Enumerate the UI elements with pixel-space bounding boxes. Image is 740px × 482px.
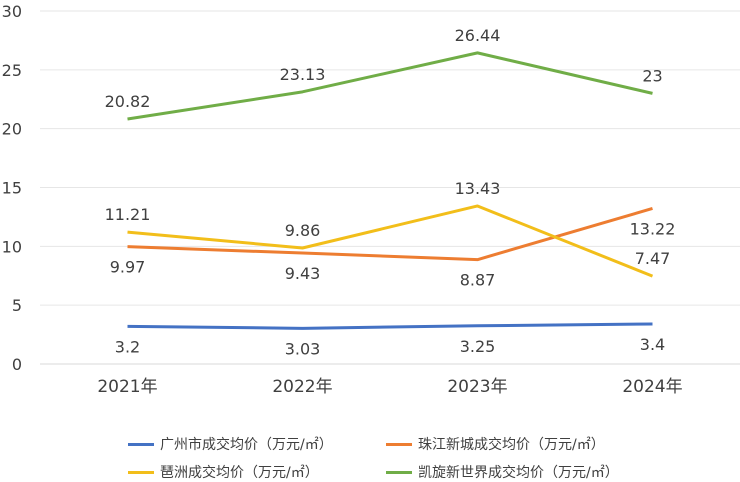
x-tick-label: 2021年	[97, 377, 157, 397]
legend-item: 琶洲成交均价（万元/㎡）	[128, 462, 386, 482]
x-tick-label: 2022年	[272, 377, 332, 397]
data-label: 3.2	[115, 337, 140, 356]
data-label: 11.21	[105, 205, 151, 224]
y-tick-label: 25	[2, 61, 22, 80]
y-tick-label: 0	[12, 355, 22, 374]
legend-item: 珠江新城成交均价（万元/㎡）	[386, 434, 686, 454]
y-tick-label: 10	[2, 237, 22, 256]
data-label: 23	[642, 66, 662, 85]
data-label: 20.82	[105, 92, 151, 111]
data-label: 9.97	[110, 258, 146, 277]
data-label: 13.22	[630, 219, 676, 238]
legend-swatch	[128, 442, 154, 446]
data-label: 9.86	[285, 221, 321, 240]
legend: 广州市成交均价（万元/㎡） 珠江新城成交均价（万元/㎡） 琶洲成交均价（万元/㎡） 凯…	[128, 434, 688, 482]
legend-swatch	[128, 470, 154, 474]
legend-swatch	[386, 470, 412, 474]
legend-label: 凯旋新世界成交均价（万元/㎡）	[418, 465, 619, 481]
data-label: 3.03	[285, 339, 321, 358]
data-label: 23.13	[280, 65, 326, 84]
line-chart: 0 5 10 15 20 25 30 2021年 2022年 2023年 2024年 3.2 3.03 3…	[2, 2, 740, 397]
data-label: 3.25	[460, 337, 496, 356]
data-label: 8.87	[460, 271, 496, 290]
y-tick-label: 5	[12, 296, 22, 315]
x-tick-label: 2024年	[622, 377, 682, 397]
series-line	[127, 322, 653, 330]
legend-item: 凯旋新世界成交均价（万元/㎡）	[386, 462, 686, 482]
data-label: 13.43	[455, 179, 501, 198]
data-label: 9.43	[285, 264, 321, 283]
series-line	[127, 204, 654, 278]
y-tick-label: 20	[2, 120, 22, 139]
data-label: 26.44	[455, 26, 501, 45]
legend-swatch	[386, 442, 412, 446]
data-label: 7.47	[635, 249, 671, 268]
series-line	[127, 207, 653, 262]
legend-label: 珠江新城成交均价（万元/㎡）	[418, 437, 605, 453]
series-line	[127, 51, 653, 121]
y-tick-label: 30	[2, 2, 22, 21]
legend-label: 琶洲成交均价（万元/㎡）	[160, 465, 319, 481]
x-tick-label: 2023年	[447, 377, 507, 397]
y-tick-label: 15	[2, 179, 22, 198]
legend-item: 广州市成交均价（万元/㎡）	[128, 434, 386, 454]
data-label: 3.4	[640, 335, 665, 354]
legend-label: 广州市成交均价（万元/㎡）	[160, 437, 333, 453]
